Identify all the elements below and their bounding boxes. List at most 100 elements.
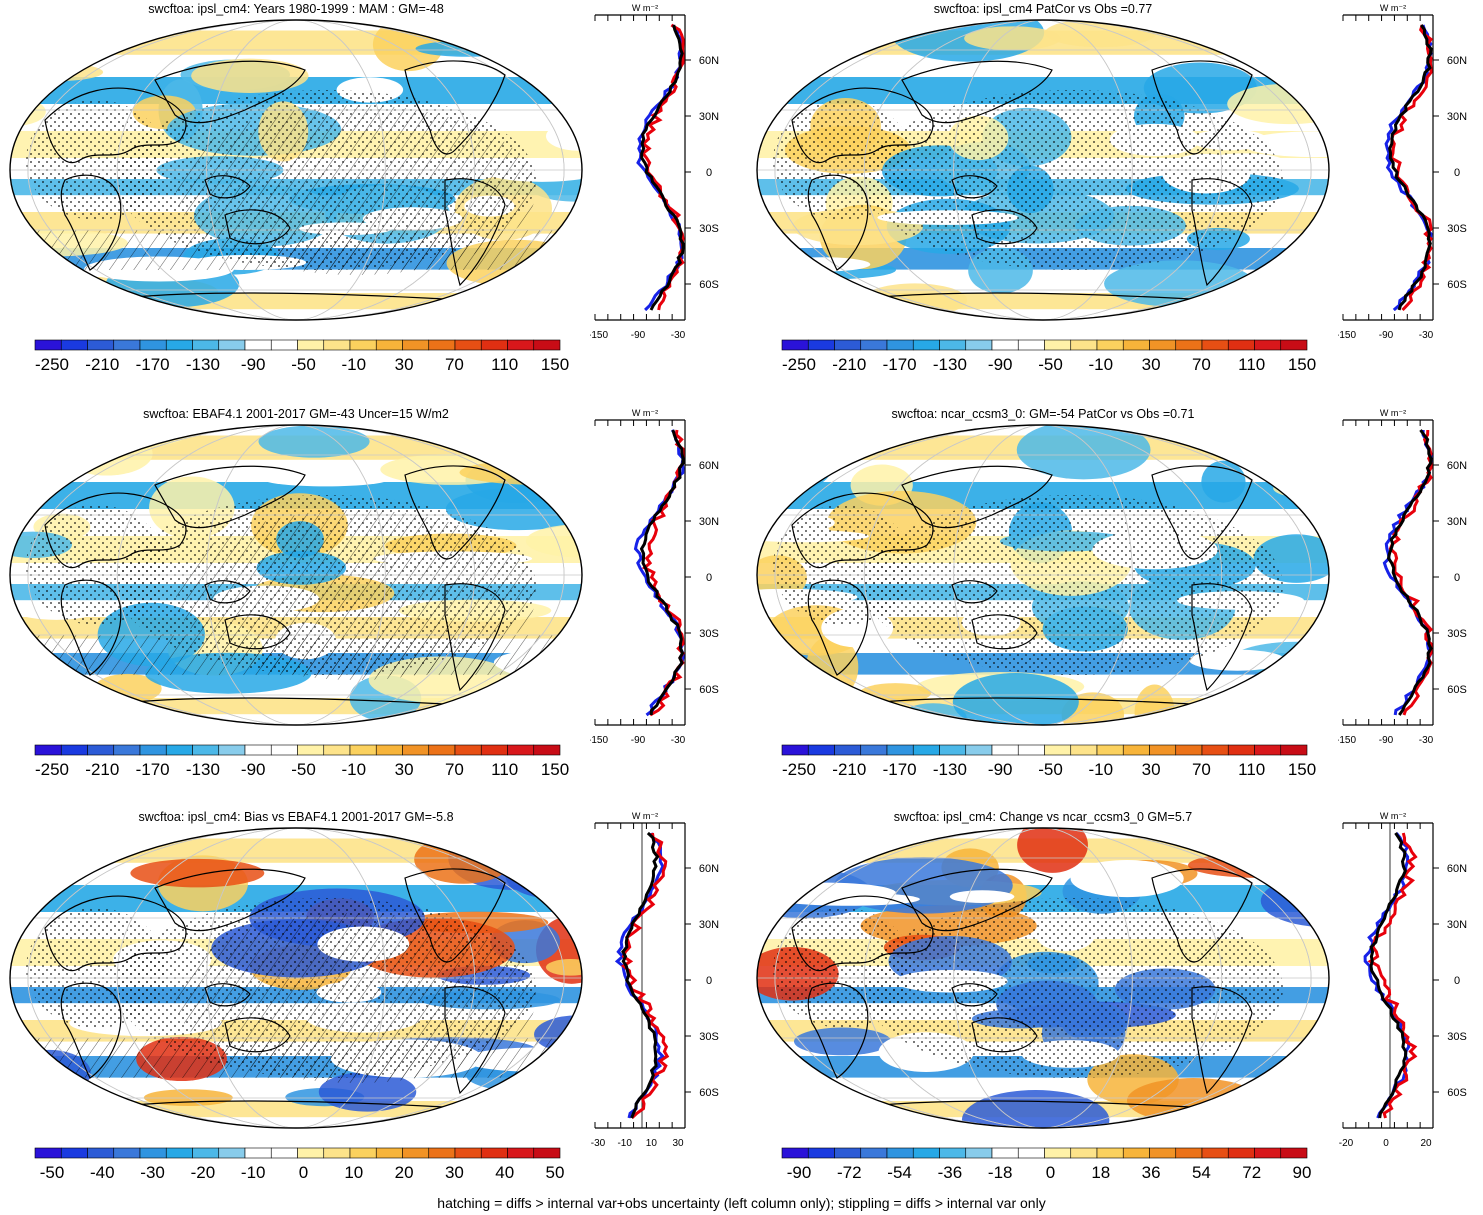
- profile-unit: W m⁻²: [632, 3, 658, 13]
- colorbar-swatch: [480, 1147, 508, 1159]
- colorbar-label: 36: [1142, 1163, 1161, 1182]
- colorbar-label: 30: [395, 355, 414, 374]
- colorbar-swatch: [428, 744, 456, 756]
- colorbar-swatch: [480, 339, 508, 351]
- colorbar-swatch: [1175, 744, 1203, 756]
- colorbar-swatch: [34, 744, 62, 756]
- profile-ytick: 60S: [1447, 279, 1467, 291]
- colorbar-swatch: [1122, 744, 1150, 756]
- map-panel-mid-left: -250 -210 -170 -130 -90 -50 -10 30 70 110 150: [9, 424, 583, 779]
- map-panel-bottom-left: -50 -40 -30 -20 -10 0 10 20 30 40 50: [9, 827, 583, 1182]
- colorbar-label: -10: [1089, 760, 1114, 779]
- map-boundary: [756, 827, 1330, 1129]
- colorbar-label: 90: [1293, 1163, 1312, 1182]
- colorbar-swatch: [1149, 1147, 1177, 1159]
- colorbar-swatch: [1044, 1147, 1072, 1159]
- colorbar-swatch: [533, 1147, 561, 1159]
- map-field: [757, 20, 1329, 320]
- colorbar-label: -130: [933, 760, 967, 779]
- colorbar-swatch: [192, 744, 220, 756]
- colorbar-swatch: [60, 1147, 88, 1159]
- colorbar-label: -170: [883, 355, 917, 374]
- profile-line-black: [1386, 429, 1433, 716]
- colorbar-swatch: [454, 1147, 482, 1159]
- colorbar-swatch: [87, 1147, 115, 1159]
- profile-line-red: [1389, 24, 1434, 312]
- colorbar-swatch: [270, 744, 298, 756]
- map-field: [10, 425, 582, 725]
- colorbar-label: -170: [883, 760, 917, 779]
- colorbar-swatch: [402, 744, 430, 756]
- colorbar-label: -54: [887, 1163, 912, 1182]
- footnote: hatching = diffs > internal var+obs unce…: [437, 1195, 1046, 1211]
- colorbar-swatch: [1280, 339, 1308, 351]
- colorbar-swatch: [218, 744, 246, 756]
- colorbar-swatch: [323, 744, 351, 756]
- colorbar-swatch: [965, 339, 993, 351]
- colorbar-swatch: [454, 744, 482, 756]
- colorbar-swatch: [454, 339, 482, 351]
- map-boundary: [756, 19, 1330, 321]
- colorbar-swatch: [375, 744, 403, 756]
- profile-xtick: -10: [617, 1138, 632, 1149]
- profile-ytick: 0: [1454, 167, 1460, 179]
- colorbar: -250 -210 -170 -130 -90 -50 -10 30 70 110 150: [34, 744, 569, 779]
- profile-xtick: -150: [1338, 735, 1356, 746]
- profile-panel-mid-left: W m⁻² 60N 30N 0 30S 60S -150 -90 -30: [590, 408, 719, 746]
- colorbar-swatch: [244, 1147, 272, 1159]
- colorbar-swatch: [375, 339, 403, 351]
- map-boundary: [9, 19, 583, 321]
- colorbar-swatch: [60, 339, 88, 351]
- colorbar-label: -170: [136, 355, 170, 374]
- profile-xtick: -90: [1379, 735, 1394, 746]
- colorbar: -250 -210 -170 -130 -90 -50 -10 30 70 110 150: [781, 744, 1316, 779]
- colorbar-swatch: [1149, 744, 1177, 756]
- map-panel-bottom-right: -90 -72 -54 -36 -18 0 18 36 54 72 90: [756, 827, 1330, 1182]
- colorbar-swatch: [402, 1147, 430, 1159]
- colorbar-label: 30: [1142, 355, 1161, 374]
- colorbar-label: -90: [988, 355, 1013, 374]
- colorbar-label: 0: [1046, 1163, 1055, 1182]
- profile-ytick: 30N: [699, 111, 719, 123]
- colorbar-swatch: [1122, 339, 1150, 351]
- colorbar-label: 18: [1091, 1163, 1110, 1182]
- profile-ytick: 30N: [1447, 111, 1467, 123]
- colorbar-label: -130: [186, 760, 220, 779]
- colorbar-swatch: [507, 744, 535, 756]
- colorbar-swatch: [807, 339, 835, 351]
- profile-ytick: 60N: [699, 460, 719, 472]
- colorbar-swatch: [965, 744, 993, 756]
- colorbar-swatch: [860, 339, 888, 351]
- profile-unit: W m⁻²: [1380, 811, 1406, 821]
- colorbar-label: -210: [85, 355, 119, 374]
- colorbar-swatch: [507, 339, 535, 351]
- map-field: [757, 425, 1329, 725]
- colorbar-label: 110: [491, 355, 518, 374]
- colorbar-swatch: [244, 339, 272, 351]
- map-panel-top-right: -250 -210 -170 -130 -90 -50 -10 30 70 110 150: [756, 19, 1330, 374]
- map-panel-mid-right: -250 -210 -170 -130 -90 -50 -10 30 70 110 150: [756, 424, 1330, 779]
- profile-ytick: 30S: [1447, 223, 1467, 235]
- zonal-mean-profile: W m⁻² 60N 30N 0 30S 60S -150 -90 -30: [590, 3, 719, 341]
- profile-ytick: 30S: [699, 223, 719, 235]
- colorbar-swatch: [939, 744, 967, 756]
- colorbar-label: 70: [1192, 760, 1211, 779]
- profile-ytick: 60S: [1447, 1087, 1467, 1099]
- profile-xtick: -30: [671, 330, 686, 341]
- profile-ytick: 0: [1454, 572, 1460, 584]
- panel-title: swcftoa: ncar_ccsm3_0: GM=-54 PatCor vs …: [891, 407, 1195, 421]
- colorbar-swatch: [886, 339, 914, 351]
- profile-unit: W m⁻²: [1380, 408, 1406, 418]
- profile-xtick: -30: [671, 735, 686, 746]
- panel-title: swcftoa: EBAF4.1 2001-2017 GM=-43 Uncer=…: [143, 407, 449, 421]
- panel-title: swcftoa: ipsl_cm4 PatCor vs Obs =0.77: [933, 2, 1153, 16]
- colorbar-swatch: [1122, 1147, 1150, 1159]
- profile-xtick: 10: [646, 1138, 658, 1149]
- colorbar-label: -40: [90, 1163, 115, 1182]
- colorbar-label: -130: [933, 355, 967, 374]
- colorbar-swatch: [1175, 1147, 1203, 1159]
- profile-ytick: 30S: [1447, 628, 1467, 640]
- profile-panel-top-right: W m⁻² 60N 30N 0 30S 60S -150 -90 -30: [1338, 3, 1467, 341]
- profile-line-blue: [614, 832, 666, 1119]
- colorbar-swatch: [402, 339, 430, 351]
